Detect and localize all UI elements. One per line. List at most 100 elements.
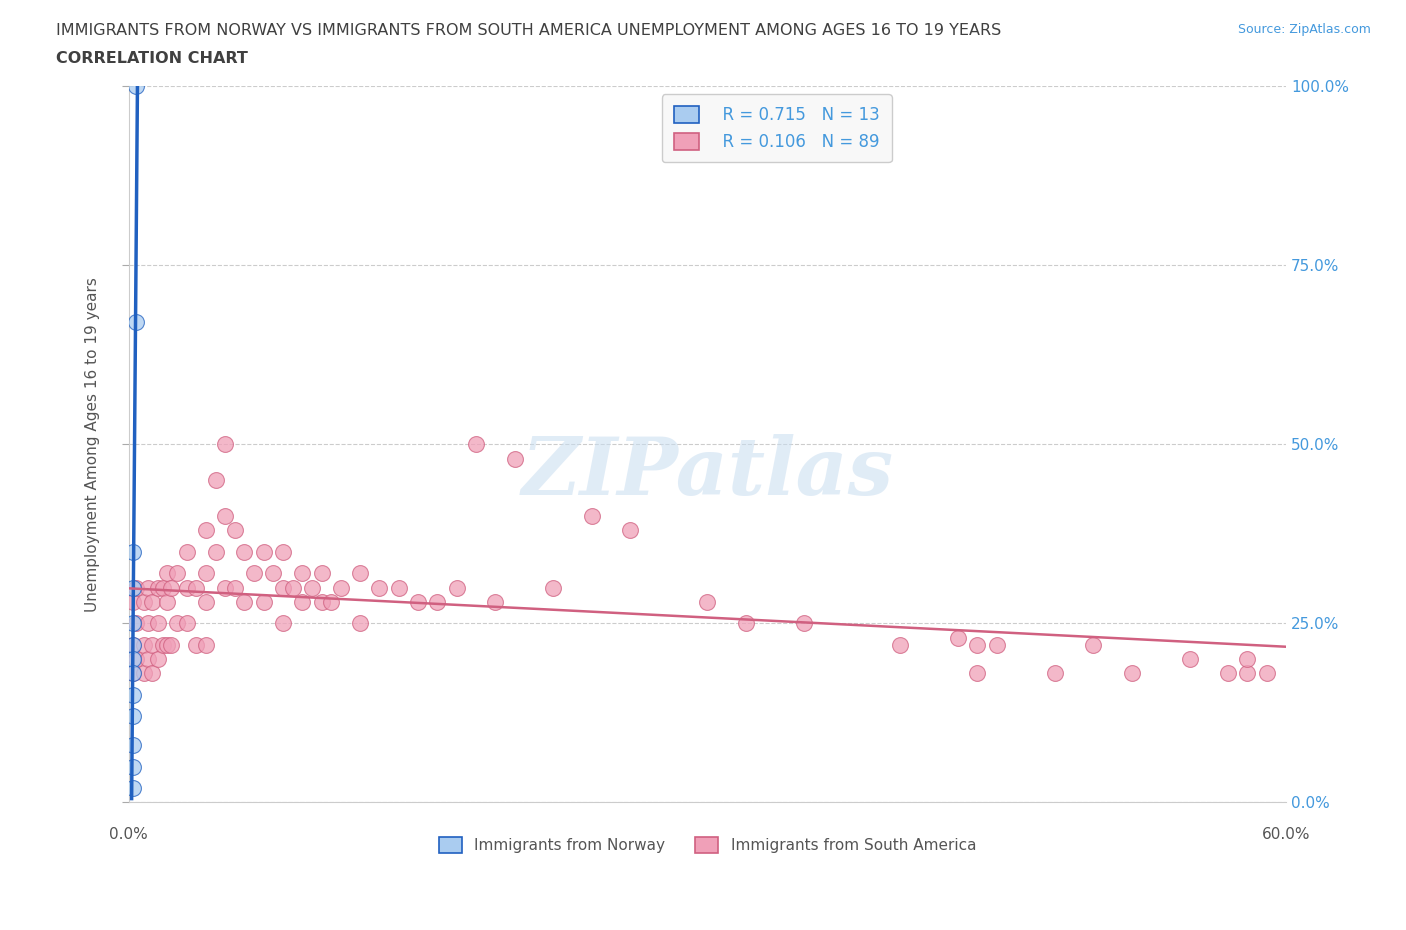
Point <box>233 544 256 559</box>
Point <box>146 616 169 631</box>
Point <box>541 580 564 595</box>
Point <box>1178 652 1201 667</box>
Text: 60.0%: 60.0% <box>1261 828 1310 843</box>
Point <box>121 687 143 702</box>
Point <box>224 523 246 538</box>
Point <box>1121 666 1143 681</box>
Point <box>160 637 183 652</box>
Point <box>503 451 526 466</box>
Point <box>141 666 163 681</box>
Point <box>291 565 314 580</box>
Point <box>214 580 236 595</box>
Point <box>262 565 284 580</box>
Point <box>152 637 174 652</box>
Point <box>301 580 323 595</box>
Text: IMMIGRANTS FROM NORWAY VS IMMIGRANTS FROM SOUTH AMERICA UNEMPLOYMENT AMONG AGES : IMMIGRANTS FROM NORWAY VS IMMIGRANTS FRO… <box>56 23 1001 38</box>
Point <box>388 580 411 595</box>
Point <box>121 759 143 774</box>
Point <box>243 565 266 580</box>
Point <box>253 544 276 559</box>
Point <box>156 594 179 609</box>
Legend: Immigrants from Norway, Immigrants from South America: Immigrants from Norway, Immigrants from … <box>433 831 983 859</box>
Point <box>125 580 148 595</box>
Point <box>146 580 169 595</box>
Point <box>349 565 371 580</box>
Point <box>1043 666 1066 681</box>
Text: Source: ZipAtlas.com: Source: ZipAtlas.com <box>1237 23 1371 36</box>
Point <box>889 637 911 652</box>
Point <box>1236 666 1258 681</box>
Point <box>204 544 226 559</box>
Point <box>194 637 217 652</box>
Point <box>136 580 159 595</box>
Point <box>121 652 143 667</box>
Point <box>368 580 391 595</box>
Point <box>125 79 148 94</box>
Point <box>214 437 236 452</box>
Point <box>166 565 188 580</box>
Point <box>581 509 603 524</box>
Point <box>146 652 169 667</box>
Point <box>311 594 333 609</box>
Point <box>1216 666 1239 681</box>
Point <box>176 616 198 631</box>
Point <box>214 509 236 524</box>
Point <box>134 666 156 681</box>
Point <box>121 637 143 652</box>
Point <box>271 616 294 631</box>
Point <box>464 437 486 452</box>
Point <box>125 652 148 667</box>
Point <box>121 666 143 681</box>
Point <box>291 594 314 609</box>
Point <box>125 616 148 631</box>
Point <box>1081 637 1104 652</box>
Point <box>735 616 758 631</box>
Point <box>121 544 143 559</box>
Point <box>194 594 217 609</box>
Point <box>271 580 294 595</box>
Y-axis label: Unemployment Among Ages 16 to 19 years: Unemployment Among Ages 16 to 19 years <box>86 277 100 612</box>
Point <box>946 631 969 645</box>
Point <box>224 580 246 595</box>
Point <box>121 780 143 795</box>
Point <box>121 616 143 631</box>
Point <box>136 616 159 631</box>
Point <box>152 580 174 595</box>
Point <box>121 709 143 724</box>
Point <box>426 594 449 609</box>
Point <box>349 616 371 631</box>
Point <box>966 637 988 652</box>
Point <box>134 594 156 609</box>
Point <box>194 523 217 538</box>
Point <box>406 594 429 609</box>
Point <box>136 652 159 667</box>
Point <box>156 637 179 652</box>
Point <box>121 737 143 752</box>
Point <box>176 580 198 595</box>
Point <box>156 565 179 580</box>
Point <box>446 580 468 595</box>
Point <box>253 594 276 609</box>
Point <box>121 594 143 609</box>
Point <box>121 637 143 652</box>
Point <box>141 594 163 609</box>
Point <box>281 580 304 595</box>
Point <box>186 580 208 595</box>
Point <box>121 666 143 681</box>
Point <box>329 580 352 595</box>
Point <box>484 594 506 609</box>
Point <box>160 580 183 595</box>
Text: CORRELATION CHART: CORRELATION CHART <box>56 51 247 66</box>
Point <box>166 616 188 631</box>
Point <box>176 544 198 559</box>
Point <box>986 637 1008 652</box>
Point <box>271 544 294 559</box>
Point <box>1256 666 1278 681</box>
Point <box>194 565 217 580</box>
Point <box>121 580 143 595</box>
Text: ZIPatlas: ZIPatlas <box>522 434 893 512</box>
Point <box>134 637 156 652</box>
Point <box>204 472 226 487</box>
Point <box>141 637 163 652</box>
Point <box>311 565 333 580</box>
